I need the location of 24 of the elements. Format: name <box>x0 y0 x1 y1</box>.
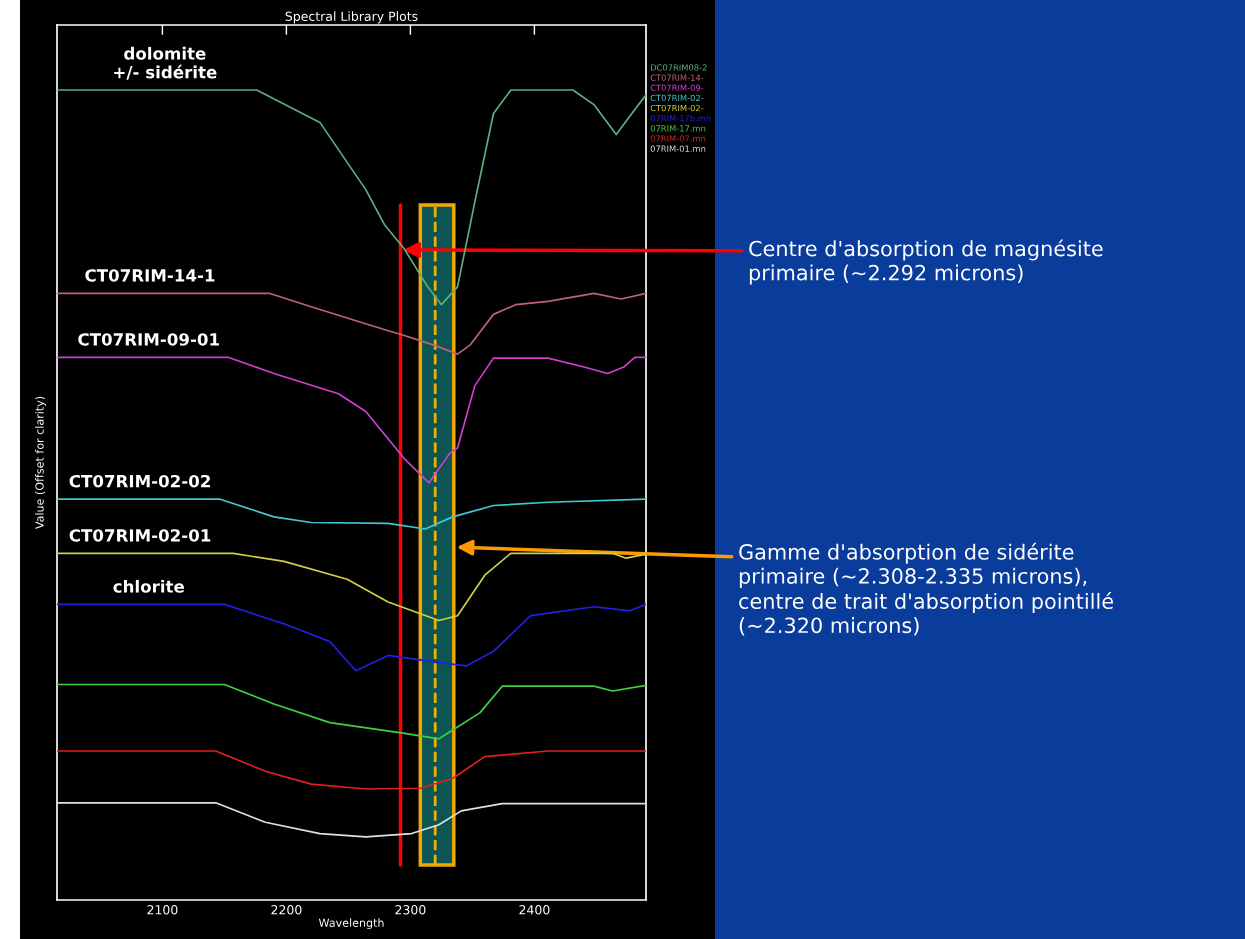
annotation: CT07RIM-02-02 <box>69 474 210 488</box>
text: CT07RIM-02- <box>650 104 704 112</box>
annotation: CT07RIM-09-01 <box>78 333 219 346</box>
text: DC07RIM08-2 <box>650 64 707 71</box>
x-tick-label: 2100 <box>147 905 178 915</box>
annotation: chlorite <box>113 579 185 593</box>
text: 07RIM-17b.mn <box>650 114 711 122</box>
text: CT07RIM-14- <box>650 74 704 81</box>
x-tick-label: 2400 <box>519 905 550 915</box>
text: 07RIM-01.mn <box>650 145 706 152</box>
x-tick-label: 2200 <box>271 905 302 915</box>
text: 07RIM-17.mn <box>650 125 706 132</box>
x-tick-label: 2300 <box>395 905 426 915</box>
y-axis-title: Value (Offset for clarity) <box>35 396 46 530</box>
text: CT07RIM-02- <box>650 94 704 102</box>
annotation: CT07RIM-14-1 <box>85 269 215 282</box>
text: CT07RIM-09- <box>650 84 704 91</box>
x-axis-title: Wavelength <box>318 918 384 930</box>
ref-line-label: Centre d'absorption de magnésite primaire (~2.292 microns) <box>749 239 1103 285</box>
annotation: dolomite +/- sidérite <box>114 46 217 80</box>
annotation: CT07RIM-02-01 <box>69 529 211 542</box>
chart-title: Spectral Library Plots <box>285 11 418 24</box>
band-label: Gamme d'absorption de sidérite primaire (~2.308-2.335 microns), centre de trait d'absorption pointillé (~2.320 microns) <box>739 542 1113 636</box>
text: 07RIM-07.mn <box>650 135 706 142</box>
